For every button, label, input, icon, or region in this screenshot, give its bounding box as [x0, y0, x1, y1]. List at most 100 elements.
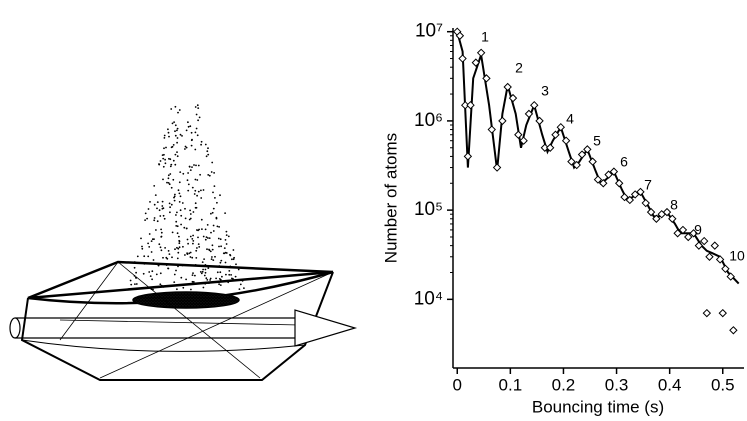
atom: [167, 267, 170, 270]
atom: [210, 231, 212, 234]
atom: [194, 202, 197, 205]
atom: [191, 238, 194, 240]
atom: [220, 259, 223, 262]
atom: [202, 235, 205, 238]
atom: [156, 220, 159, 223]
atom: [153, 185, 156, 187]
atom: [129, 279, 132, 282]
prism-body: [20, 271, 334, 381]
atom: [189, 256, 192, 258]
atom: [184, 207, 186, 210]
atom: [152, 259, 155, 261]
atom: [195, 127, 198, 130]
atom: [133, 261, 136, 263]
beam-arrow: [294, 309, 358, 347]
y-axis-label: Number of atoms: [381, 133, 400, 263]
atom: [191, 280, 194, 283]
atom: [151, 270, 154, 273]
atom: [190, 131, 193, 134]
atom: [200, 218, 203, 221]
atom: [162, 214, 165, 217]
atom: [156, 201, 159, 204]
atom: [174, 153, 177, 156]
atom: [133, 266, 136, 269]
data-point: [599, 179, 608, 188]
atom: [224, 239, 227, 241]
atom: [178, 239, 181, 242]
atom: [160, 236, 163, 238]
atom-cloud-spot: [132, 291, 240, 309]
atom: [176, 137, 179, 139]
atom: [173, 195, 176, 198]
atom: [174, 124, 177, 127]
atom: [223, 252, 226, 255]
atom: [229, 265, 232, 268]
atom: [184, 145, 187, 148]
atom: [221, 275, 223, 278]
data-point: [561, 136, 571, 145]
data-point: [705, 252, 714, 261]
atom: [164, 158, 167, 161]
atom: [159, 160, 162, 162]
atom: [161, 200, 164, 203]
atom: [185, 129, 188, 132]
atom: [239, 283, 242, 286]
atom: [178, 201, 181, 203]
data-point: [482, 74, 491, 83]
atom: [174, 130, 176, 133]
atom: [185, 227, 188, 230]
atom: [163, 137, 166, 139]
atom: [195, 249, 198, 252]
atom: [207, 174, 210, 176]
atom: [197, 243, 200, 246]
data-point: [715, 255, 725, 264]
atom: [200, 140, 203, 143]
atom: [147, 242, 150, 245]
atom: [169, 211, 171, 214]
data-point: [535, 116, 544, 126]
atom: [167, 182, 170, 184]
atom: [144, 212, 147, 215]
beam-paths: [59, 261, 334, 379]
atom: [159, 272, 162, 275]
atom: [165, 146, 167, 149]
atom: [232, 258, 235, 261]
atom: [219, 271, 222, 274]
atom: [134, 283, 136, 285]
data-point: [503, 82, 512, 92]
atom: [219, 284, 222, 286]
atom: [208, 174, 211, 177]
atom: [209, 250, 212, 253]
atom: [174, 134, 177, 137]
atom: [227, 235, 230, 238]
atom: [212, 259, 215, 261]
atom: [189, 235, 192, 238]
atom: [162, 178, 164, 181]
atom: [179, 209, 182, 212]
atom: [178, 181, 181, 184]
atom: [159, 283, 162, 286]
data-point: [551, 130, 560, 139]
atom: [211, 211, 214, 214]
atom: [193, 193, 196, 195]
data-point: [641, 198, 650, 208]
atom: [169, 165, 172, 168]
atom: [130, 288, 133, 291]
atom: [225, 252, 228, 254]
atom: [177, 251, 180, 254]
atom: [209, 279, 212, 281]
data-point: [514, 130, 523, 139]
atom: [199, 271, 202, 273]
data-point: [458, 54, 467, 63]
apparatus-diagram: [9, 104, 358, 381]
data-point: [620, 192, 629, 202]
atom: [161, 205, 164, 207]
beam: [15, 317, 295, 339]
atom: [223, 247, 226, 250]
atom: [230, 274, 233, 276]
atom: [173, 281, 176, 283]
atom: [175, 220, 178, 223]
atom: [185, 278, 188, 281]
atom: [196, 229, 198, 231]
atom: [176, 141, 179, 144]
